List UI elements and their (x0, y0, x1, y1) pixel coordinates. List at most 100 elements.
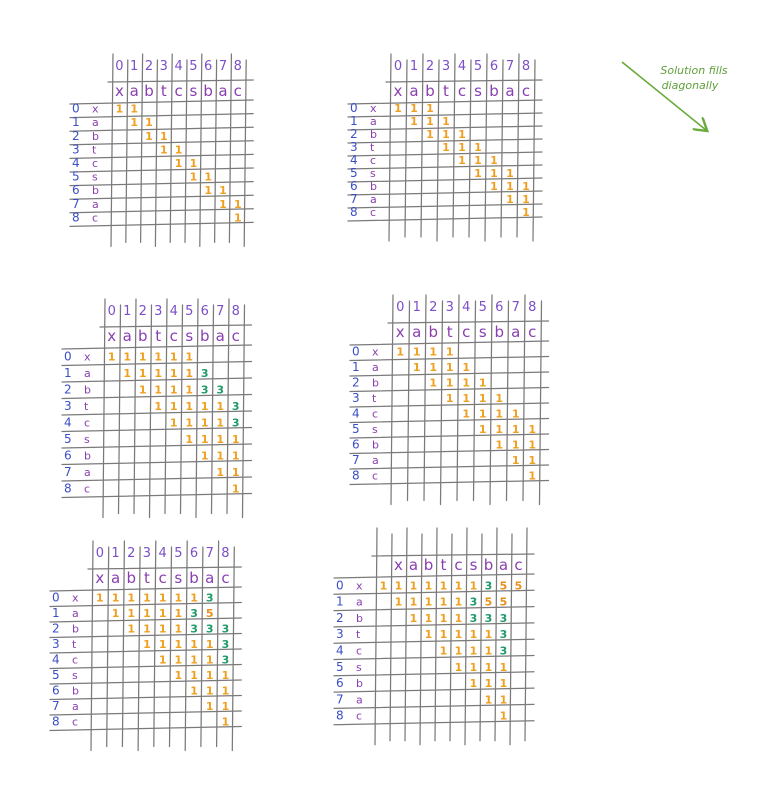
dp-cell-value: 5 (206, 607, 214, 620)
column-letter-label: a (218, 82, 227, 100)
dp-cell-value: 1 (429, 361, 437, 374)
row-index-label: 1 (72, 115, 80, 129)
dp-cell-value: 1 (455, 612, 463, 625)
column-letter-label: a (111, 569, 120, 587)
column-index-label: 8 (522, 59, 530, 74)
dp-cell-value: 1 (175, 623, 183, 636)
grid-vline (524, 527, 528, 742)
column-letter-label: c (234, 82, 242, 100)
row-letter-label: a (84, 367, 91, 380)
dp-cell-value: 1 (185, 400, 193, 413)
dp-cell-value: 1 (139, 351, 147, 364)
grid-vline (195, 298, 199, 519)
row-letter-label: c (370, 154, 376, 167)
column-index-label: 6 (204, 59, 212, 74)
grid-vline (532, 59, 536, 242)
dp-cell-value: 1 (410, 579, 418, 592)
dp-cell-value: 1 (216, 400, 224, 413)
grid-hline (349, 417, 550, 424)
dp-cell-value: 1 (512, 408, 520, 421)
column-letter-label: b (489, 82, 499, 100)
grid-vline (110, 53, 114, 248)
row-letter-label: a (356, 596, 363, 609)
column-letter-label: t (155, 327, 161, 345)
dp-cell-value: 3 (500, 612, 508, 625)
row-index-label: 2 (64, 383, 72, 397)
grid-hline (61, 426, 253, 433)
dp-cell-value: 1 (123, 351, 131, 364)
dp-cell-value: 3 (470, 596, 478, 609)
dp-cell-value: 1 (154, 351, 162, 364)
grid-hline (349, 386, 550, 393)
grid-hline (387, 320, 550, 324)
dp-cell-value: 3 (222, 638, 230, 651)
dp-cell-value: 1 (500, 693, 508, 706)
dp-cell-value: 1 (500, 661, 508, 674)
dp-cell-value: 3 (500, 628, 508, 641)
grid-vline (184, 540, 188, 752)
grid-vline (228, 53, 233, 244)
column-letter-label: c (221, 569, 229, 587)
grid-vline (164, 298, 168, 515)
dp-cell-value: 1 (426, 115, 434, 128)
row-index-label: 0 (336, 578, 344, 592)
grid-hline (347, 203, 543, 209)
dp-cell-value: 1 (506, 167, 514, 180)
grid-hline (69, 112, 254, 119)
column-letter-label: a (130, 82, 139, 100)
grid-vline (489, 294, 493, 506)
grid-vline (139, 53, 144, 244)
row-index-label: 1 (64, 366, 72, 380)
row-letter-label: c (372, 408, 378, 421)
dp-cell-value: 1 (154, 367, 162, 380)
row-index-label: 1 (350, 114, 358, 128)
dp-cell-value: 1 (175, 157, 183, 170)
column-index-label: 8 (234, 59, 242, 74)
grid-hline (69, 99, 254, 105)
grid-vline (389, 533, 393, 742)
row-letter-label: b (72, 685, 79, 698)
dp-cell-value: 1 (201, 433, 209, 446)
dp-cell-value: 1 (413, 346, 421, 359)
column-index-label: 1 (130, 59, 138, 74)
grid-hline (61, 344, 253, 350)
dp-cell-value: 1 (410, 115, 418, 128)
grid-vline (484, 53, 488, 242)
row-letter-label: a (92, 116, 99, 129)
dp-cell-value: 1 (145, 116, 153, 129)
grid-vline (199, 53, 203, 248)
row-index-label: 7 (52, 699, 60, 713)
column-letter-label: s (189, 82, 197, 100)
grid-vline (406, 300, 411, 502)
dp-cell-value: 1 (462, 361, 470, 374)
grid-hline (49, 632, 242, 639)
dp-cell-value: 1 (232, 466, 240, 479)
grid-vline (452, 53, 456, 238)
column-letter-label: x (394, 82, 403, 100)
column-letter-label: x (394, 556, 403, 574)
grid-hline (333, 687, 535, 693)
dp-cell-value: 1 (159, 592, 167, 605)
row-index-label: 7 (336, 692, 344, 706)
dp-cell-value: 1 (485, 677, 493, 690)
grid-vline (210, 304, 215, 515)
column-index-label: 4 (159, 546, 167, 561)
row-letter-label: a (84, 466, 91, 479)
column-letter-label: t (443, 82, 449, 100)
grid-hline (349, 479, 550, 486)
column-letter-label: b (203, 82, 213, 100)
column-index-label: 8 (528, 300, 536, 315)
dp-cell-value: 3 (206, 623, 214, 636)
dp-cell-value: 1 (160, 130, 168, 143)
dp-cell-value: 1 (159, 654, 167, 667)
grid-hline (333, 654, 535, 661)
row-letter-label: c (372, 470, 378, 483)
dp-cell-value: 1 (446, 392, 454, 405)
dp-cell-value: 1 (495, 423, 503, 436)
column-letter-label: s (174, 569, 182, 587)
dp-cell-value: 1 (455, 645, 463, 658)
grid-vline (374, 527, 378, 746)
grid-hline (347, 99, 543, 105)
dp-cell-value: 1 (130, 103, 138, 116)
column-letter-label: c (458, 82, 466, 100)
